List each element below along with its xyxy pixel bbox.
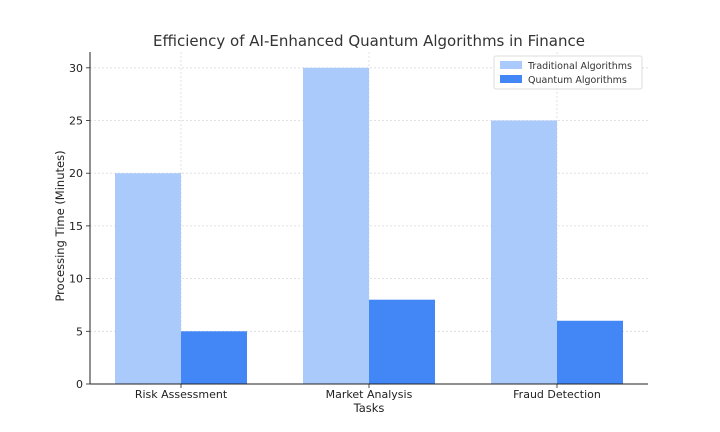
y-tick-label: 20 bbox=[69, 167, 83, 180]
bar-quantum-2 bbox=[557, 320, 623, 384]
y-axis-label: Processing Time (Minutes) bbox=[53, 150, 67, 301]
tick-labels: 0 5 10 15 20 25 30 Risk Assessment Market Analys… bbox=[69, 62, 601, 401]
bars bbox=[115, 67, 623, 385]
legend: Traditional Algorithms Quantum Algorithms bbox=[493, 55, 643, 90]
chart-title: Efficiency of AI-Enhanced Quantum Algori… bbox=[153, 32, 585, 50]
legend-box bbox=[493, 55, 643, 90]
legend-swatch bbox=[500, 75, 522, 83]
x-tick-label: Fraud Detection bbox=[513, 388, 601, 401]
bar-quantum-0 bbox=[181, 331, 247, 384]
axes bbox=[86, 52, 648, 388]
legend-swatch bbox=[500, 61, 522, 69]
bar-traditional-0 bbox=[115, 173, 181, 384]
bar-quantum-1 bbox=[369, 299, 435, 384]
y-tick-label: 15 bbox=[69, 220, 83, 233]
y-tick-label: 30 bbox=[69, 62, 83, 75]
bar-traditional-2 bbox=[491, 120, 557, 384]
y-tick-label: 10 bbox=[69, 273, 83, 286]
y-tick-label: 5 bbox=[76, 325, 83, 338]
legend-label: Traditional Algorithms bbox=[527, 61, 632, 72]
x-axis-label: Tasks bbox=[353, 401, 385, 415]
y-tick-label: 25 bbox=[69, 115, 83, 128]
x-tick-label: Market Analysis bbox=[326, 388, 413, 401]
bar-traditional-1 bbox=[303, 67, 369, 385]
legend-label: Quantum Algorithms bbox=[528, 75, 627, 86]
x-tick-label: Risk Assessment bbox=[135, 388, 228, 401]
y-tick-label: 0 bbox=[76, 378, 83, 391]
